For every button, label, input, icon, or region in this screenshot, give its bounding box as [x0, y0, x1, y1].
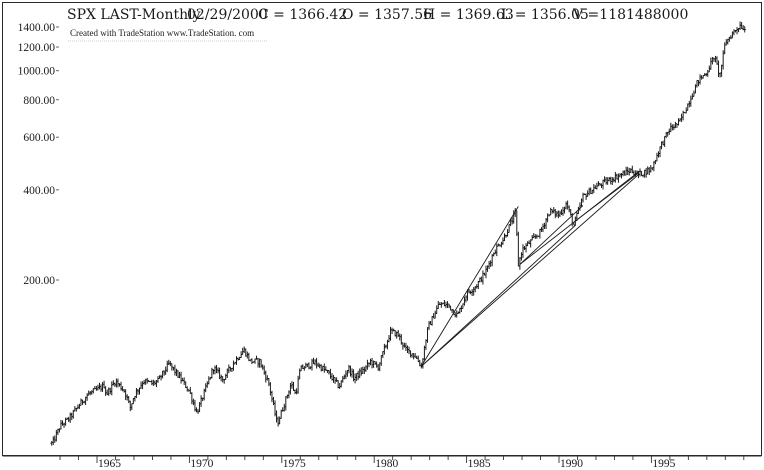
- y-tick-label: 400.00: [23, 185, 55, 197]
- header-volume: V =1181488000: [572, 7, 688, 23]
- header-open: O = 1357.56: [342, 7, 432, 23]
- header-date: 02/29/2000: [187, 7, 268, 23]
- header-low: L = 1356.05: [501, 7, 589, 23]
- x-tick-label: 1970: [190, 458, 213, 470]
- y-tick-label: 800.00: [23, 95, 55, 107]
- x-tick-label: 1995: [652, 458, 675, 470]
- x-axis: 1965 1970 1975 1980 1985 1990 1995: [2, 455, 762, 470]
- trendline: [519, 205, 584, 265]
- trendline: [421, 224, 576, 367]
- ohlc-bars: [50, 21, 747, 446]
- x-tick-label: 1980: [375, 458, 398, 470]
- y-tick-label: 1200.00: [18, 42, 56, 54]
- trendlines: [420, 170, 640, 367]
- trendline: [421, 174, 639, 367]
- header-symbol: SPX LAST-Monthly: [67, 7, 201, 23]
- x-tick-label: 1985: [468, 458, 491, 470]
- header-high: H = 1369.63: [423, 7, 514, 23]
- x-tick-label: 1975: [283, 458, 306, 470]
- credit-text: Created with TradeStation www.TradeStati…: [70, 28, 254, 38]
- trendline: [420, 206, 519, 367]
- header-close: C = 1366.42: [258, 7, 347, 23]
- y-tick-label: 1000.00: [18, 66, 56, 78]
- y-tick-label: 600.00: [23, 132, 55, 144]
- y-tick-label: 200.00: [23, 275, 55, 287]
- x-tick-label: 1990: [560, 458, 583, 470]
- y-tick-label: 1400.00: [18, 22, 56, 34]
- y-axis: 200.00 400.00 600.00 800.00 1000.00 1200.00 14…: [18, 22, 59, 287]
- trendline: [573, 172, 639, 223]
- x-tick-label: 1965: [98, 458, 121, 470]
